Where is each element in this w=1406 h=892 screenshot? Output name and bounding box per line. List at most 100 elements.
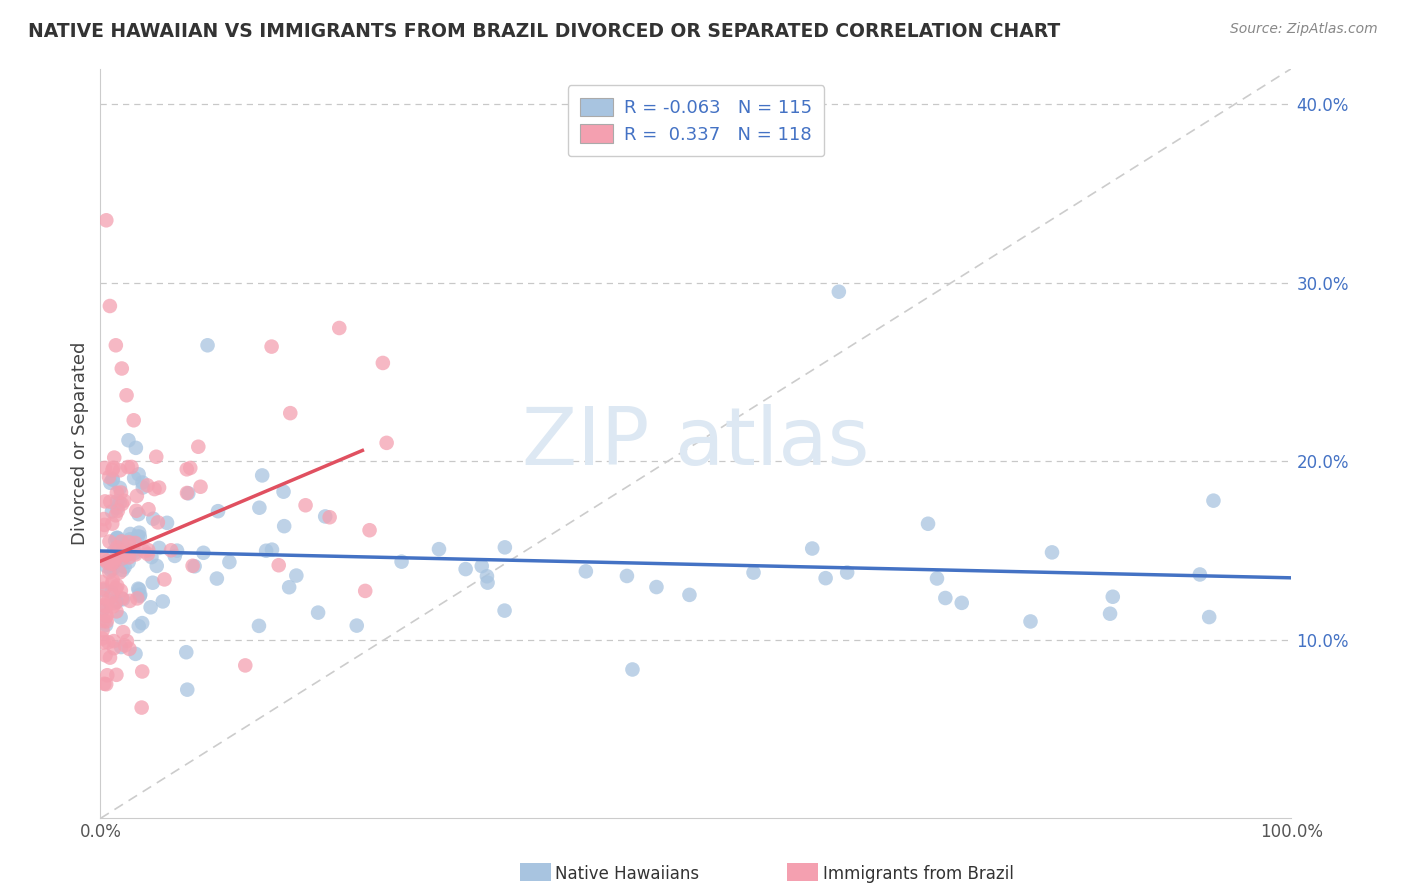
Text: Native Hawaiians: Native Hawaiians xyxy=(555,865,700,883)
Point xyxy=(354,583,377,598)
Point xyxy=(233,658,256,673)
Point xyxy=(105,595,128,609)
Point xyxy=(93,582,115,596)
Point xyxy=(146,516,169,530)
Point xyxy=(90,591,112,605)
Point xyxy=(110,610,132,624)
Point xyxy=(273,519,295,533)
Point xyxy=(91,582,114,597)
Point xyxy=(205,572,228,586)
Point xyxy=(105,500,128,515)
Point xyxy=(148,481,170,495)
Point xyxy=(142,575,165,590)
Point xyxy=(176,462,198,476)
Point xyxy=(111,563,134,577)
Point xyxy=(94,607,117,622)
Point xyxy=(103,634,125,648)
Point xyxy=(93,677,115,691)
Point xyxy=(616,569,638,583)
Point xyxy=(93,552,115,566)
Point xyxy=(267,558,290,573)
Point xyxy=(371,356,394,370)
Point xyxy=(107,543,129,558)
Point xyxy=(125,504,148,518)
Point xyxy=(950,596,973,610)
Point xyxy=(103,641,125,656)
Point xyxy=(148,541,170,555)
Point xyxy=(247,619,270,633)
Point xyxy=(174,645,197,659)
Point xyxy=(190,480,212,494)
Point xyxy=(118,555,141,569)
Point xyxy=(742,566,765,580)
Point xyxy=(314,509,336,524)
Point xyxy=(136,543,159,558)
Point xyxy=(124,536,146,550)
Point xyxy=(105,485,128,500)
Point xyxy=(117,434,139,448)
Point xyxy=(101,574,124,588)
Point xyxy=(111,591,134,606)
Point xyxy=(1202,493,1225,508)
Point xyxy=(121,459,143,474)
Point xyxy=(142,512,165,526)
Point xyxy=(111,361,134,376)
Point xyxy=(96,615,118,629)
Point xyxy=(105,494,128,508)
Point xyxy=(115,388,138,402)
Point xyxy=(934,591,956,605)
Legend: R = -0.063   N = 115, R =  0.337   N = 118: R = -0.063 N = 115, R = 0.337 N = 118 xyxy=(568,85,824,156)
Point xyxy=(1188,567,1211,582)
Point xyxy=(97,554,120,568)
Point xyxy=(1099,607,1122,621)
Point xyxy=(104,338,127,352)
Point xyxy=(104,550,127,565)
Point xyxy=(110,485,132,500)
Point xyxy=(218,555,240,569)
Point xyxy=(104,508,127,523)
Point xyxy=(110,583,132,598)
Point xyxy=(103,460,125,475)
Point xyxy=(477,575,499,590)
Point xyxy=(101,473,124,487)
Point xyxy=(801,541,824,556)
Point xyxy=(153,573,176,587)
Point xyxy=(100,475,122,490)
Point xyxy=(110,640,132,654)
Point xyxy=(307,606,329,620)
Point xyxy=(112,625,135,640)
Point xyxy=(177,486,200,500)
Point xyxy=(98,534,121,549)
Point xyxy=(100,589,122,603)
Point xyxy=(494,604,516,618)
Point xyxy=(98,470,121,484)
Point xyxy=(108,481,131,495)
Point xyxy=(118,550,141,565)
Point xyxy=(131,665,153,679)
Point xyxy=(108,463,131,477)
Point xyxy=(93,552,115,566)
Point xyxy=(318,510,340,524)
Point xyxy=(156,516,179,530)
Point xyxy=(427,542,450,557)
Point xyxy=(128,589,150,603)
Point xyxy=(254,543,277,558)
Point xyxy=(101,562,124,576)
Point xyxy=(105,531,128,545)
Point xyxy=(101,576,124,591)
Point xyxy=(391,555,413,569)
Point xyxy=(250,468,273,483)
Point xyxy=(132,480,155,494)
Point xyxy=(260,542,283,557)
Point xyxy=(163,549,186,563)
Point xyxy=(122,471,145,485)
Point xyxy=(114,639,136,653)
Point xyxy=(100,557,122,571)
Point xyxy=(1040,545,1063,559)
Point xyxy=(96,677,118,691)
Point xyxy=(96,609,118,624)
Point xyxy=(118,594,141,608)
Point xyxy=(105,532,128,546)
Point xyxy=(128,619,150,633)
Point xyxy=(129,588,152,602)
